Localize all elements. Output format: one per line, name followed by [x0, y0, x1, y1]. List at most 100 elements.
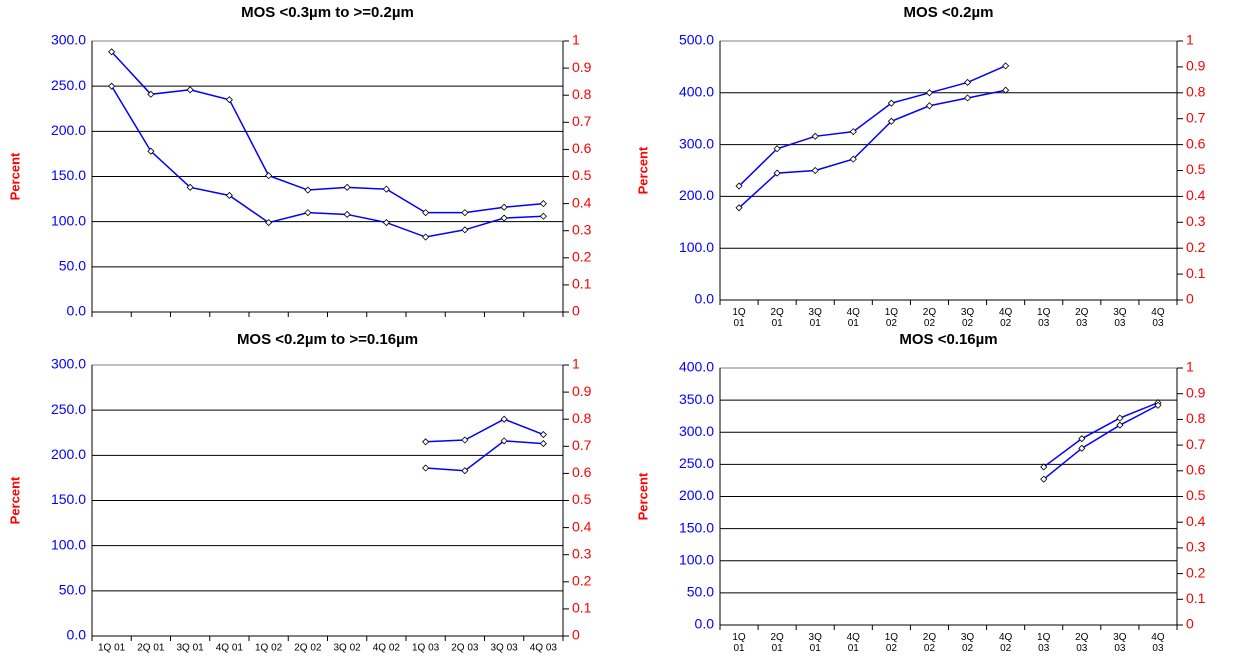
point-marker: [1002, 62, 1010, 70]
point-marker: [304, 209, 312, 217]
x-tick-label-line: 01: [772, 318, 784, 329]
y2-tick-label: 0.4: [572, 194, 592, 210]
y-tick-label: 300.0: [51, 356, 86, 372]
point-marker: [422, 438, 430, 446]
point-marker: [1078, 444, 1086, 452]
x-tick-label-line: 1Q: [885, 632, 899, 643]
y-tick-label: 150.0: [51, 167, 86, 183]
point-marker: [1154, 401, 1162, 409]
series-line: [738, 65, 1006, 187]
y-tick-label: 350.0: [679, 391, 714, 407]
x-tick-label-line: 1Q: [1037, 307, 1051, 318]
x-tick-label-line: 03: [1114, 318, 1126, 329]
x-tick-label: 1Q 01: [732, 632, 746, 654]
y-tick-label: 300.0: [51, 32, 86, 48]
x-tick-label-line: 02: [886, 643, 898, 654]
x-tick-label-line: 01: [733, 318, 745, 329]
y-tick-label: 200.0: [679, 487, 714, 503]
y-axis-label: Percent: [7, 476, 22, 524]
x-tick-label: 4Q 03: [1151, 307, 1165, 329]
x-tick-label-line: 02: [962, 643, 974, 654]
y-axis-label: Percent: [635, 472, 650, 520]
y-tick-label: 300.0: [679, 423, 714, 439]
y-tick-label: 100.0: [51, 212, 86, 228]
point-marker: [539, 430, 547, 439]
x-tick-label: 3Q 03: [491, 643, 519, 654]
point-marker: [108, 48, 116, 56]
x-tick-label-line: 03: [1038, 318, 1050, 329]
y-tick-label: 300.0: [679, 135, 714, 151]
point-marker: [849, 155, 857, 163]
x-tick-label-line: 01: [848, 643, 860, 654]
x-tick-label-line: 4Q: [1151, 632, 1165, 643]
point-marker: [265, 219, 273, 227]
x-tick-label: 3Q 02: [961, 632, 975, 654]
x-tick-label-line: 03: [1152, 318, 1164, 329]
point-marker: [1002, 86, 1010, 94]
y2-tick-label: 0: [1186, 616, 1194, 632]
y2-tick-label: 0.2: [1186, 239, 1206, 255]
y-tick-label: 500.0: [679, 32, 714, 48]
series-line: [1043, 404, 1159, 480]
x-tick-label: 2Q 01: [137, 643, 165, 654]
x-tick-label-line: 02: [1000, 318, 1012, 329]
y2-tick-label: 0.3: [572, 545, 592, 561]
point-marker: [265, 172, 273, 180]
point-marker: [1040, 475, 1048, 483]
y2-tick-label: 0.2: [1186, 564, 1206, 580]
point-marker: [225, 191, 233, 200]
y2-tick-label: 0.5: [1186, 161, 1206, 177]
x-tick-label-line: 2Q: [770, 307, 784, 318]
point-marker: [539, 440, 547, 448]
point-marker: [422, 233, 430, 241]
x-tick-label: 2Q 02: [923, 632, 937, 654]
y-tick-label: 200.0: [51, 446, 86, 462]
y-tick-label: 0.0: [695, 616, 715, 632]
x-tick-label: 1Q 01: [732, 307, 746, 329]
y2-tick-label: 0.3: [1186, 539, 1206, 555]
x-tick-label: 3Q 03: [1113, 307, 1127, 329]
y2-tick-label: 0.9: [1186, 58, 1206, 74]
point-marker: [925, 89, 934, 97]
x-tick-label: 4Q 01: [216, 643, 244, 654]
point-marker: [461, 209, 469, 217]
x-tick-label-line: 1Q: [885, 307, 899, 318]
x-tick-label: 3Q 01: [809, 632, 823, 654]
y2-tick-label: 1: [572, 356, 580, 372]
x-tick-label-line: 02: [886, 318, 898, 329]
y2-tick-label: 0.2: [572, 573, 592, 589]
point-marker: [186, 183, 194, 191]
x-tick-label-line: 02: [924, 318, 936, 329]
x-tick-label: 3Q 01: [809, 307, 823, 329]
x-tick-label-line: 03: [1038, 643, 1050, 654]
x-tick-label: 2Q 03: [1075, 632, 1089, 654]
chart-title: MOS <0.16µm: [899, 331, 997, 348]
point-marker: [811, 132, 819, 140]
point-marker: [186, 86, 194, 94]
point-marker: [422, 464, 430, 472]
series-line: [111, 51, 544, 214]
x-tick-label-line: 2Q: [770, 632, 784, 643]
x-tick-label-line: 01: [810, 643, 822, 654]
y-tick-label: 250.0: [51, 77, 86, 93]
x-tick-label-line: 3Q: [809, 632, 823, 643]
point-marker: [925, 102, 934, 110]
point-marker: [811, 166, 819, 175]
x-tick-label-line: 03: [1152, 643, 1164, 654]
y-tick-label: 250.0: [51, 401, 86, 417]
point-marker: [382, 185, 390, 193]
y2-tick-label: 0.7: [1186, 109, 1206, 125]
point-marker: [108, 82, 116, 90]
y2-tick-label: 0.1: [572, 276, 592, 292]
x-tick-label-line: 02: [962, 318, 974, 329]
x-tick-label-line: 1Q: [1037, 632, 1051, 643]
point-marker: [963, 94, 972, 102]
x-tick-label-line: 01: [848, 318, 860, 329]
x-tick-label: 1Q 03: [412, 643, 440, 654]
point-marker: [147, 90, 155, 98]
y2-tick-label: 0.9: [572, 383, 592, 399]
point-marker: [304, 186, 312, 194]
y-tick-label: 0.0: [695, 291, 715, 307]
point-marker: [887, 117, 895, 125]
y-tick-label: 0.0: [67, 627, 87, 643]
